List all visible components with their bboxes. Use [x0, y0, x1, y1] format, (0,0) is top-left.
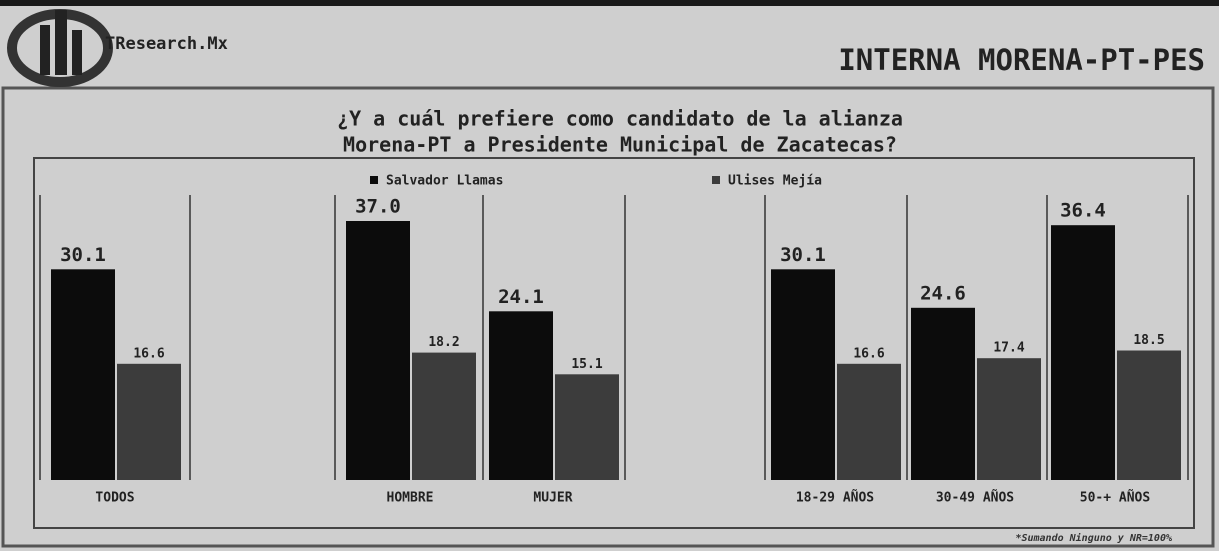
legend-swatch [370, 176, 378, 184]
chart-title: ¿Y a cuál prefiere como candidato de la … [337, 107, 903, 131]
plot-frame [33, 157, 1195, 529]
data-label: 30.1 [60, 244, 106, 266]
data-label: 30.1 [780, 244, 826, 266]
bar [555, 374, 619, 480]
legend-label: Ulises Mejía [728, 174, 822, 189]
data-label: 18.5 [1133, 333, 1164, 348]
footnote: *Sumando Ninguno y NR=100% [1015, 532, 1172, 544]
heading: INTERNA MORENA-PT-PES [838, 43, 1205, 77]
bar [1051, 225, 1115, 480]
legend-swatch [712, 176, 720, 184]
x-tick-label: TODOS [95, 491, 134, 506]
x-tick-label: 30-49 AÑOS [936, 490, 1014, 506]
data-label: 24.6 [920, 282, 966, 304]
bar [911, 307, 975, 480]
legend-label: Salvador Llamas [386, 174, 503, 189]
data-label: 16.6 [133, 346, 164, 361]
brand: TResearch.Mx [105, 34, 228, 54]
bar [51, 269, 115, 480]
x-tick-label: 50-+ AÑOS [1080, 490, 1151, 506]
bar [346, 221, 410, 480]
data-label: 37.0 [355, 196, 401, 218]
x-tick-label: MUJER [533, 491, 572, 506]
logo [7, 9, 113, 87]
data-label: 16.6 [853, 346, 884, 361]
frame [1, 86, 1215, 548]
chart-title: Morena-PT a Presidente Municipal de Zaca… [343, 133, 897, 157]
data-label: 36.4 [1060, 200, 1106, 222]
data-label: 15.1 [571, 357, 602, 372]
data-label: 24.1 [498, 286, 544, 308]
x-tick-label: 18-29 AÑOS [796, 490, 874, 506]
bar [117, 363, 181, 480]
bar [977, 358, 1041, 480]
top-edge [0, 0, 1219, 6]
bar [837, 363, 901, 480]
data-label: 17.4 [993, 341, 1024, 356]
bar [1117, 350, 1181, 480]
bar [412, 352, 476, 480]
bar [771, 269, 835, 480]
bar [489, 311, 553, 480]
x-tick-label: HOMBRE [387, 491, 434, 506]
data-label: 18.2 [428, 335, 459, 350]
